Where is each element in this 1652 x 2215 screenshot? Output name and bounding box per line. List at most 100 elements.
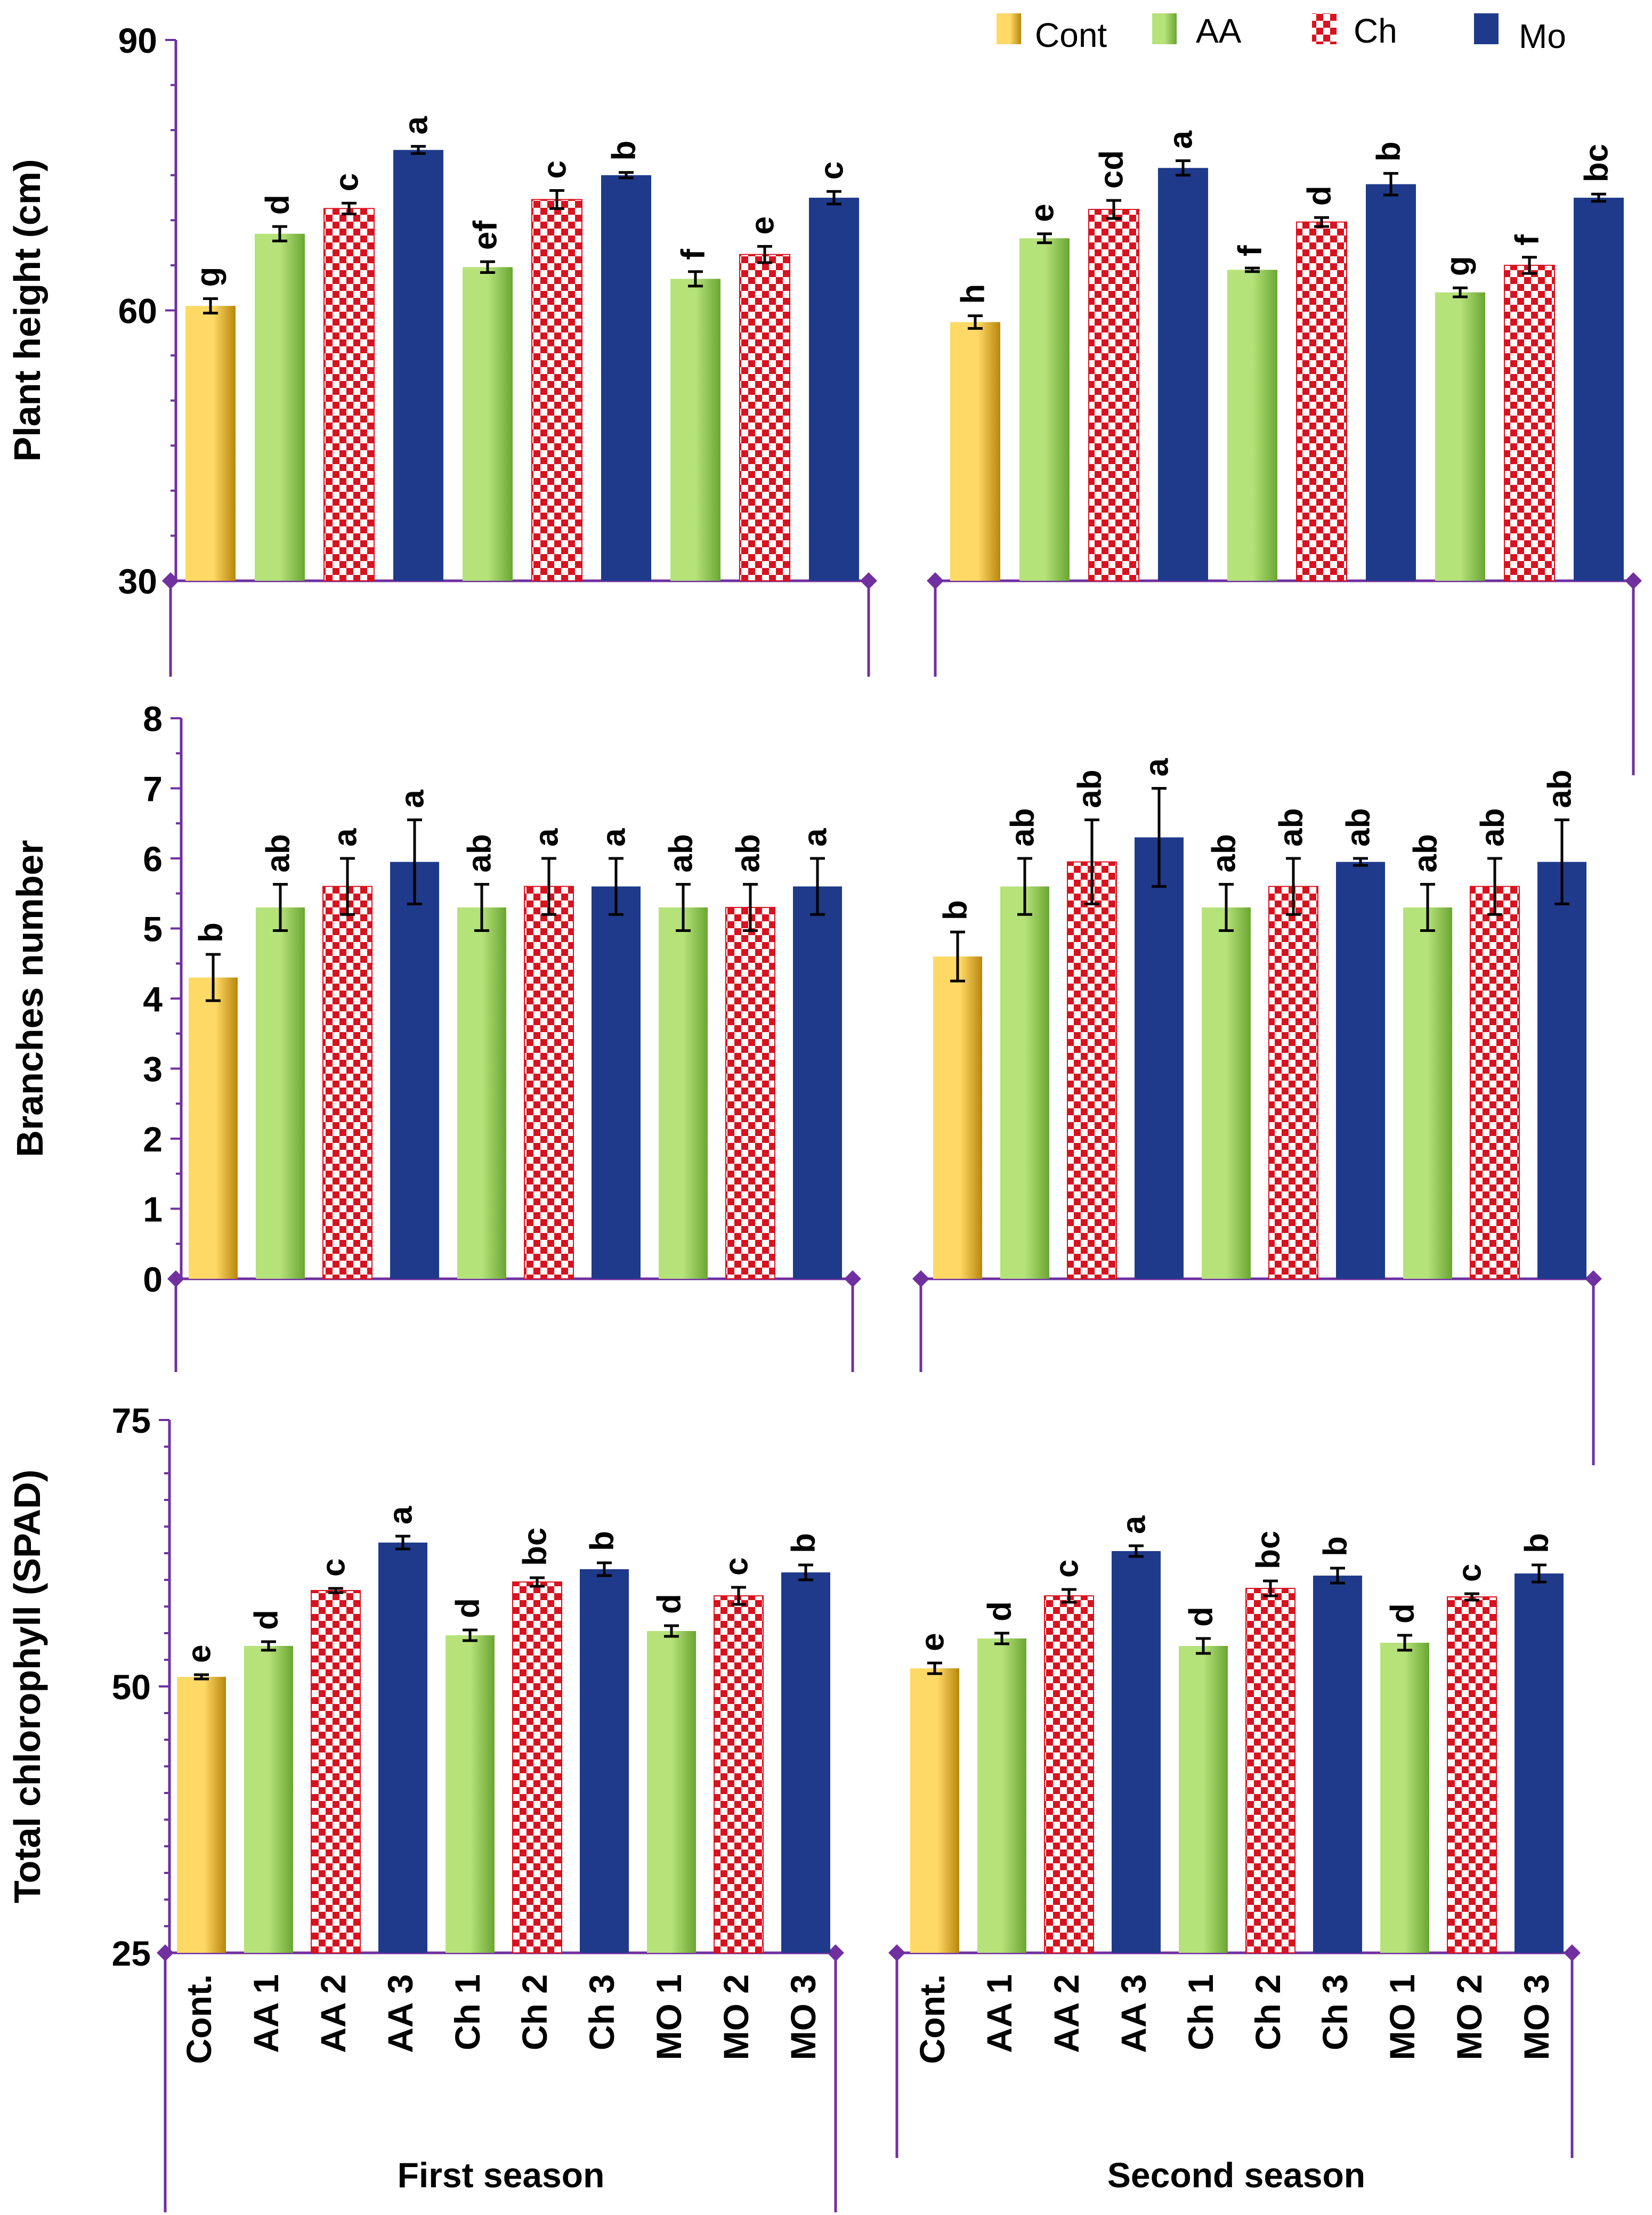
y-tick-label: 4	[143, 979, 163, 1019]
bar-cont	[177, 1677, 226, 1953]
bar-aa-3	[1112, 1551, 1161, 1953]
significance-letter: g	[190, 267, 226, 287]
bar-cont	[189, 977, 238, 1279]
significance-letter: ab	[1407, 834, 1444, 872]
y-tick-label: 1	[143, 1190, 163, 1229]
y-axis-title: Plant height (cm)	[6, 159, 48, 462]
significance-letter: ef	[467, 221, 504, 250]
x-tick-label: AA 3	[380, 1974, 420, 2053]
x-tick-label: AA 1	[979, 1974, 1019, 2053]
bar-mo-3	[1537, 862, 1586, 1279]
legend-swatch-ch	[1312, 13, 1337, 44]
significance-letter: a	[797, 828, 833, 847]
bar-mo-1	[1435, 292, 1485, 581]
y-tick-label: 50	[112, 1667, 151, 1707]
bar-cont	[950, 322, 1000, 581]
significance-letter: ab	[1273, 808, 1309, 847]
y-tick-label: 6	[143, 839, 163, 879]
significance-letter: f	[1509, 234, 1545, 246]
bar-ch-3	[601, 175, 651, 581]
bar-ch-1	[1179, 1646, 1228, 1953]
x-tick-label: Cont.	[179, 1974, 218, 2064]
y-tick-label: 2	[143, 1119, 163, 1159]
series-second-season: e d c a d bc b d c b	[888, 1515, 1581, 2158]
bar-mo-2	[1447, 1596, 1497, 1953]
significance-letter: b	[192, 922, 229, 943]
significance-letter: ab	[662, 834, 699, 872]
significance-letter: d	[651, 1594, 687, 1614]
y-tick-label: 75	[112, 1401, 151, 1440]
series-first-season: g d c a ef c b f e c	[162, 116, 877, 677]
bar-ch-2	[531, 199, 582, 581]
bar-mo-2	[1470, 886, 1520, 1279]
axis-diamond-marker	[912, 1270, 929, 1287]
bar-aa-2	[323, 208, 375, 581]
bar-mo-1	[659, 907, 708, 1279]
significance-letter: bc	[516, 1528, 553, 1566]
significance-letter: d	[1183, 1607, 1219, 1627]
significance-letter: a	[595, 828, 632, 847]
bar-ch-3	[1313, 1576, 1362, 1953]
significance-letter: a	[327, 828, 363, 847]
significance-letter: d	[248, 1610, 285, 1630]
significance-letter: ab	[1004, 808, 1041, 847]
significance-letter: a	[398, 116, 434, 135]
significance-letter: c	[1048, 1560, 1085, 1578]
significance-letter: c	[328, 173, 365, 191]
bar-mo-3	[793, 886, 842, 1279]
significance-letter: b	[1518, 1533, 1555, 1553]
significance-letter: e	[744, 216, 781, 234]
series-first-season: e d c a d bc b d c b	[157, 1506, 844, 2212]
y-tick-label: 7	[143, 769, 163, 809]
x-tick-label: Ch 1	[1181, 1974, 1220, 2050]
significance-letter: a	[1138, 758, 1175, 777]
significance-letter: b	[1370, 141, 1407, 161]
bar-aa-1	[977, 1638, 1026, 1953]
bar-mo-2	[1504, 264, 1555, 581]
bar-aa-3	[1135, 837, 1184, 1279]
y-axis-title: Total chlorophyll (SPAD)	[6, 1470, 48, 1903]
significance-letter: ab	[1205, 834, 1242, 872]
axis-diamond-marker	[167, 1270, 184, 1287]
bar-ch-2	[524, 886, 574, 1279]
bar-aa-3	[390, 862, 439, 1279]
legend-swatch-mo	[1474, 13, 1499, 44]
bar-cont	[933, 956, 982, 1279]
x-tick-label: Ch 2	[1248, 1974, 1287, 2050]
y-axis-title: Branches number	[9, 840, 51, 1157]
significance-letter: b	[1317, 1536, 1354, 1556]
y-tick-label: 90	[118, 21, 157, 60]
x-tick-label: AA 2	[313, 1974, 353, 2053]
bar-mo-3	[1515, 1573, 1564, 1953]
significance-letter: a	[382, 1506, 419, 1524]
significance-letter: ab	[1541, 769, 1578, 808]
legend-label-mo: Mo	[1519, 17, 1566, 55]
significance-letter: b	[584, 1531, 620, 1551]
significance-letter: e	[914, 1633, 951, 1651]
significance-letter: d	[259, 194, 296, 215]
significance-letter: g	[1439, 256, 1476, 276]
bar-mo-3	[781, 1572, 830, 1953]
bar-aa-3	[378, 1543, 427, 1953]
bar-aa-1	[244, 1646, 293, 1953]
x-tick-label: MO 3	[1517, 1974, 1556, 2060]
x-tick-label: MO 2	[716, 1974, 756, 2060]
legend-swatch-aa	[1152, 13, 1177, 44]
y-tick-label: 0	[143, 1260, 163, 1299]
x-tick-label: MO 2	[1449, 1974, 1489, 2060]
bar-aa-3	[1158, 168, 1208, 581]
x-axis-labels: Cont. AA 1 AA 2 AA 3 Ch 1 Ch 2 Ch 3 MO 1 MO 2 MO …	[179, 1974, 1556, 2064]
significance-letter: d	[1384, 1603, 1421, 1624]
significance-letter: ab	[730, 834, 766, 872]
legend-label-aa: AA	[1196, 12, 1242, 50]
legend-label-cont: Cont	[1035, 16, 1107, 54]
bar-ch-1	[463, 267, 513, 581]
group-label-second-season: Second season	[1107, 2155, 1365, 2195]
significance-letter: c	[536, 160, 573, 179]
significance-letter: c	[813, 161, 850, 180]
bar-mo-1	[1403, 907, 1452, 1279]
y-tick-label: 30	[118, 562, 157, 601]
significance-letter: c	[315, 1559, 352, 1577]
